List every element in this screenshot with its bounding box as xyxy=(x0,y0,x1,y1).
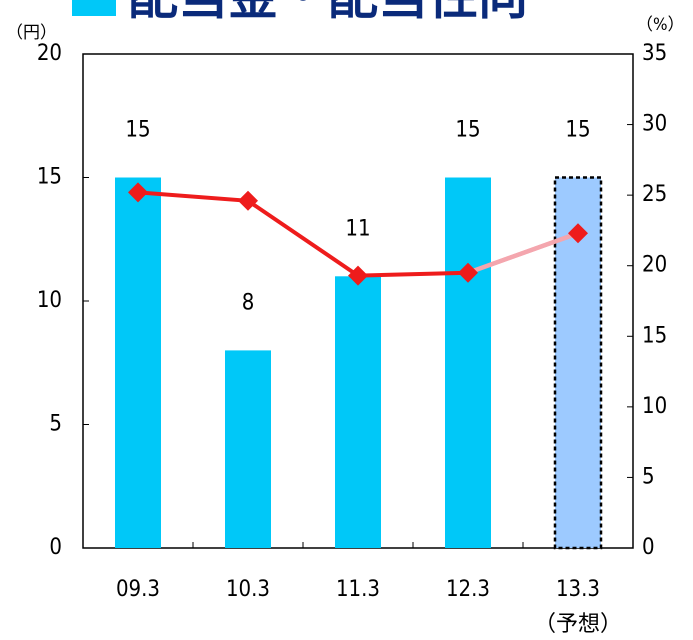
bar-value-label: 8 xyxy=(242,290,255,315)
y2-tick-label: 35 xyxy=(642,41,667,66)
y2-tick-label: 5 xyxy=(642,464,655,489)
y2-tick-label: 20 xyxy=(642,253,667,278)
y2-tick-label: 30 xyxy=(642,112,667,137)
forecast-line-segment xyxy=(467,231,579,275)
bar xyxy=(335,276,381,548)
line-marker xyxy=(128,182,148,203)
y2-tick-label: 10 xyxy=(642,394,667,419)
bar xyxy=(225,350,271,548)
y2-axis-unit: （%） xyxy=(636,15,685,35)
line-marker xyxy=(238,190,258,211)
bar-value-label: 15 xyxy=(565,118,590,143)
y2-tick-label: 15 xyxy=(642,323,667,348)
bar xyxy=(445,177,491,548)
y2-tick-label: 25 xyxy=(642,182,667,207)
y-tick-label: 10 xyxy=(37,288,62,313)
line-marker xyxy=(458,262,478,283)
line-marker xyxy=(568,223,588,244)
y-tick-label: 15 xyxy=(37,165,62,190)
y-tick-label: 20 xyxy=(37,41,62,66)
chart-title: 配当金・配当性向 xyxy=(128,0,528,26)
y-tick-label: 5 xyxy=(49,412,62,437)
bar-value-label: 11 xyxy=(345,216,370,241)
y-tick-label: 0 xyxy=(49,535,62,560)
title-icon xyxy=(72,0,116,16)
bar xyxy=(115,177,161,548)
x-tick-label: 11.3 xyxy=(336,577,380,602)
y2-tick-label: 0 xyxy=(642,535,655,560)
bar-value-label: 15 xyxy=(125,118,150,143)
x-tick-label: 13.3 xyxy=(556,577,600,602)
bar-value-label: 15 xyxy=(455,118,480,143)
x-tick-label: 12.3 xyxy=(446,577,490,602)
x-tick-label: 09.3 xyxy=(116,577,160,602)
x-tick-note: （予想） xyxy=(534,612,622,637)
line-marker xyxy=(348,265,368,286)
y-axis-unit: （円） xyxy=(6,23,57,43)
x-tick-label: 10.3 xyxy=(226,577,270,602)
